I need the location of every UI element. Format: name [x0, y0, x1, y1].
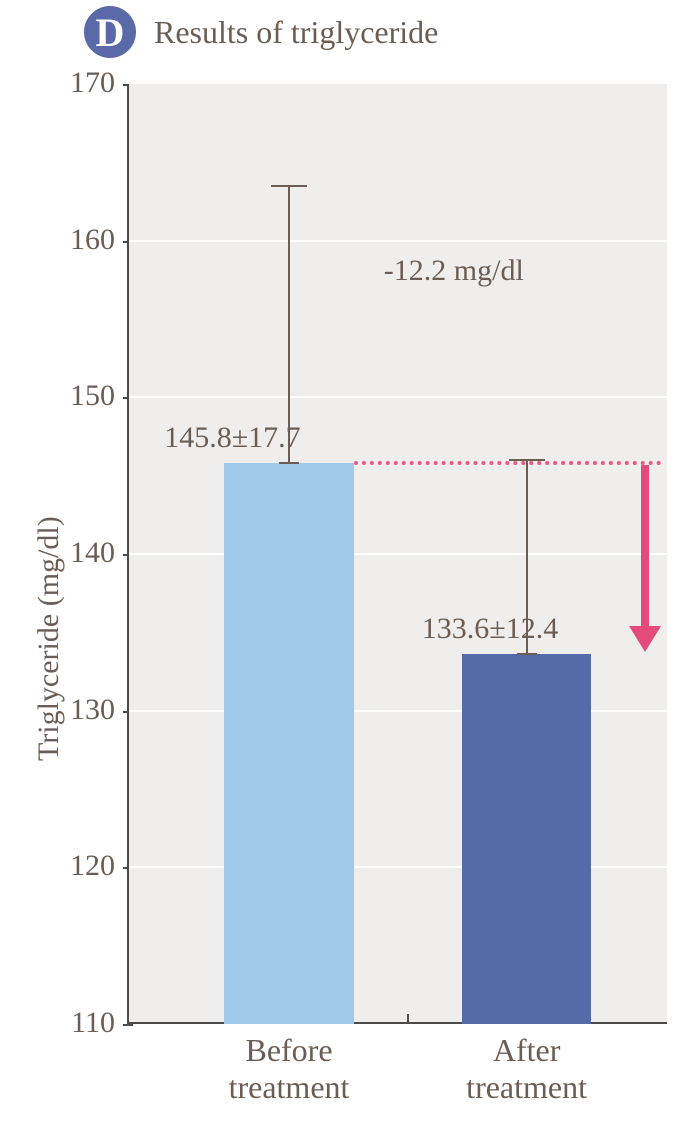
- y-tick-label: 170: [57, 66, 115, 100]
- x-minor-tick: [407, 1014, 409, 1024]
- bar: [462, 654, 592, 1024]
- gridline: [127, 553, 667, 555]
- bar-value-label: 145.8±17.7: [164, 421, 300, 455]
- y-tick-label: 110: [57, 1006, 115, 1040]
- chart-header: D Results of triglyceride: [84, 6, 438, 58]
- y-tick-label: 120: [57, 849, 115, 883]
- y-axis-label: Triglyceride (mg/dl): [32, 516, 66, 761]
- y-tick-label: 160: [57, 223, 115, 257]
- panel-badge: D: [84, 6, 136, 58]
- error-bar-base-cap: [517, 653, 537, 655]
- y-tick-mark: [123, 1024, 133, 1026]
- plot-area: 145.8±17.7 133.6±12.4 -12.2 mg/dl: [127, 84, 667, 1024]
- bar: [224, 463, 354, 1024]
- reference-dotted-line: [354, 461, 661, 465]
- difference-arrow-head: [629, 626, 661, 652]
- x-category-label: Before treatment: [179, 1032, 399, 1106]
- chart-title: Results of triglyceride: [154, 14, 438, 51]
- error-bar-cap: [271, 185, 307, 187]
- difference-label: -12.2 mg/dl: [384, 254, 524, 288]
- bar-value-label: 133.6±12.4: [422, 612, 558, 646]
- gridline: [127, 240, 667, 242]
- gridline: [127, 396, 667, 398]
- difference-arrow-stem: [641, 465, 649, 630]
- x-category-label: After treatment: [417, 1032, 637, 1106]
- error-bar-base-cap: [279, 462, 299, 464]
- y-tick-label: 150: [57, 379, 115, 413]
- y-axis-line: [127, 84, 129, 1024]
